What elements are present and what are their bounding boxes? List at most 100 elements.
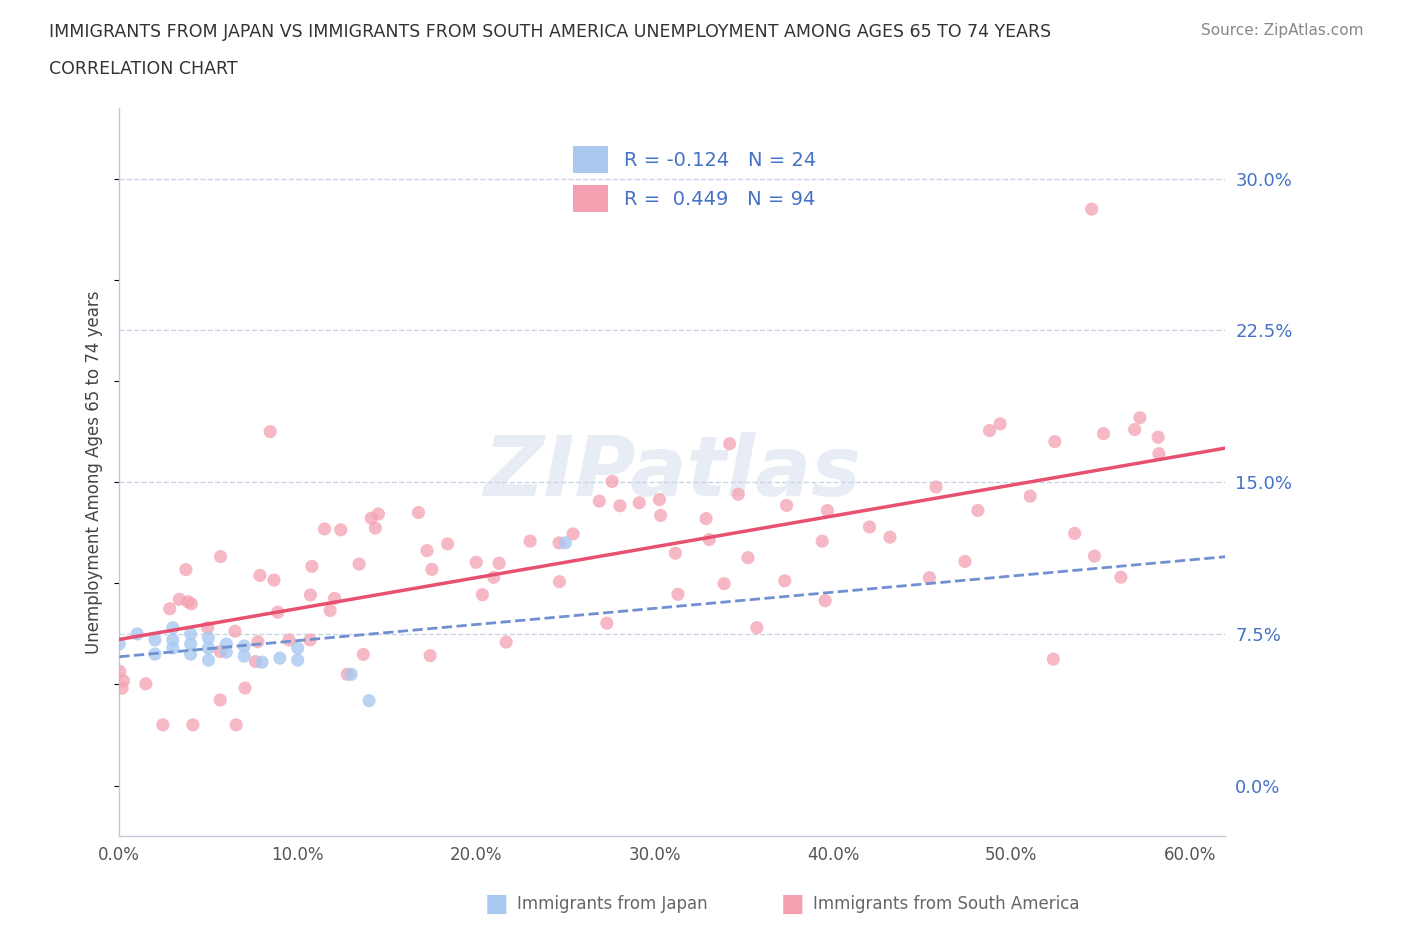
Point <box>357 693 380 708</box>
Point <box>209 550 232 565</box>
Point <box>1123 422 1146 437</box>
Point <box>745 620 768 635</box>
Text: CORRELATION CHART: CORRELATION CHART <box>49 60 238 78</box>
Point <box>197 653 219 668</box>
Point <box>1092 426 1115 441</box>
Point <box>360 511 382 525</box>
Text: Immigrants from South America: Immigrants from South America <box>813 895 1080 913</box>
Point <box>664 546 686 561</box>
Point <box>966 503 988 518</box>
Point <box>814 593 837 608</box>
Point <box>811 534 834 549</box>
Point <box>143 646 166 661</box>
Point <box>180 596 202 611</box>
Point <box>263 573 285 588</box>
Point <box>773 574 796 589</box>
Point <box>988 417 1011 432</box>
Point <box>278 632 301 647</box>
Point <box>177 594 200 609</box>
Point <box>347 557 370 572</box>
Point <box>364 521 387 536</box>
Point <box>436 537 458 551</box>
Point <box>1147 446 1170 461</box>
Point <box>519 534 541 549</box>
Text: IMMIGRANTS FROM JAPAN VS IMMIGRANTS FROM SOUTH AMERICA UNEMPLOYMENT AMONG AGES 6: IMMIGRANTS FROM JAPAN VS IMMIGRANTS FROM… <box>49 23 1052 41</box>
Point <box>301 559 323 574</box>
Text: Immigrants from Japan: Immigrants from Japan <box>517 895 709 913</box>
Point <box>1043 434 1066 449</box>
Point <box>225 717 247 732</box>
Point <box>299 588 322 603</box>
Point <box>352 647 374 662</box>
Point <box>197 641 219 656</box>
Point <box>233 639 256 654</box>
Point <box>697 532 720 547</box>
Point <box>596 616 619 631</box>
Point <box>209 693 232 708</box>
Point <box>215 644 238 659</box>
Point <box>180 627 202 642</box>
Point <box>245 654 267 669</box>
Y-axis label: Unemployment Among Ages 65 to 74 years: Unemployment Among Ages 65 to 74 years <box>86 290 103 654</box>
Point <box>112 673 135 688</box>
Point <box>695 512 717 526</box>
Point <box>329 523 352 538</box>
Point <box>162 632 184 647</box>
Point <box>925 480 948 495</box>
Point <box>465 555 488 570</box>
Point <box>562 526 585 541</box>
Point <box>1019 488 1042 503</box>
Point <box>267 604 290 619</box>
Point <box>108 636 131 651</box>
Point <box>1147 430 1170 445</box>
Point <box>319 604 342 618</box>
Point <box>197 631 219 645</box>
Point <box>111 681 134 696</box>
Point <box>174 562 197 577</box>
Point <box>879 530 901 545</box>
Point <box>162 641 184 656</box>
Point <box>718 436 741 451</box>
Point <box>323 591 346 605</box>
Point <box>775 498 797 512</box>
Point <box>488 556 510 571</box>
Point <box>1083 549 1105 564</box>
Point <box>628 496 651 511</box>
Point <box>408 505 430 520</box>
Point <box>181 717 204 732</box>
Text: ■: ■ <box>780 892 804 916</box>
Point <box>340 667 363 682</box>
Text: ■: ■ <box>485 892 509 916</box>
Point <box>1080 202 1102 217</box>
Point <box>336 667 359 682</box>
Point <box>233 681 256 696</box>
Point <box>471 587 494 602</box>
Point <box>600 474 623 489</box>
Point <box>713 577 735 591</box>
Point <box>259 424 281 439</box>
Point <box>314 522 336 537</box>
Point <box>419 648 441 663</box>
Point <box>648 492 671 507</box>
Point <box>250 655 273 670</box>
Point <box>548 575 571 590</box>
Point <box>1129 410 1152 425</box>
Point <box>197 620 219 635</box>
Point <box>246 634 269 649</box>
Point <box>416 543 439 558</box>
Point <box>209 644 232 659</box>
Point <box>554 536 576 551</box>
Point <box>979 423 1001 438</box>
Point <box>159 602 181 617</box>
Point <box>152 717 174 732</box>
Point <box>287 653 309 668</box>
Point <box>367 507 389 522</box>
Point <box>609 498 631 513</box>
Point <box>495 634 517 649</box>
Point <box>918 570 941 585</box>
Point <box>953 554 976 569</box>
Point <box>666 587 689 602</box>
Point <box>1042 652 1064 667</box>
Text: Source: ZipAtlas.com: Source: ZipAtlas.com <box>1201 23 1364 38</box>
Point <box>1109 570 1132 585</box>
